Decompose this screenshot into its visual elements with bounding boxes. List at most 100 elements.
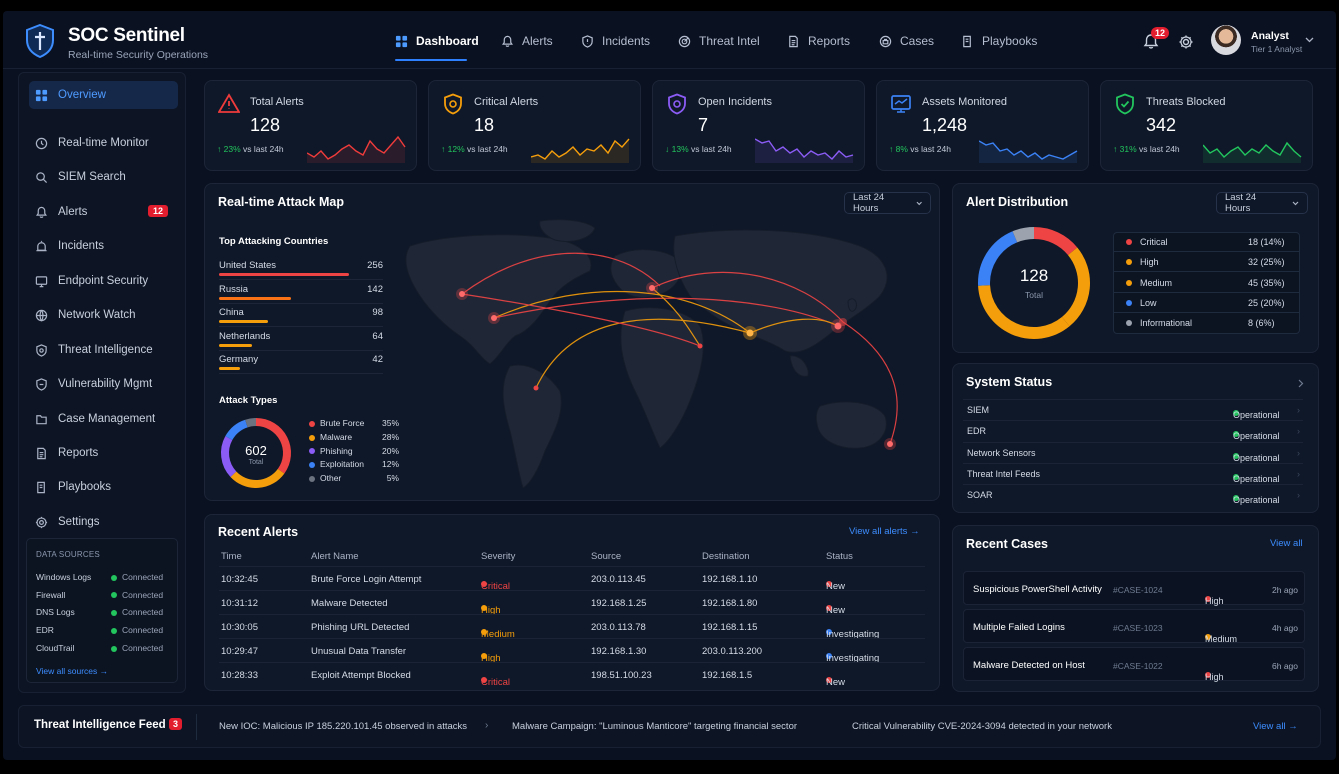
- severity-text: Critical: [481, 677, 511, 688]
- column-header[interactable]: Status: [826, 551, 853, 562]
- alert-distribution-slice-medium: [978, 284, 1070, 339]
- column-header[interactable]: Time: [221, 551, 242, 562]
- arrow-right-icon: →: [1288, 721, 1298, 732]
- system-status-row[interactable]: SIEM Operational ›: [963, 399, 1303, 420]
- nav-label: Reports: [808, 34, 851, 48]
- status-dot: [826, 653, 832, 659]
- sidebar-item-playbooks[interactable]: Playbooks: [29, 473, 178, 501]
- view-all-cases-link[interactable]: View all: [1270, 538, 1303, 549]
- country-row[interactable]: Germany 42: [219, 354, 383, 375]
- status-dot: [111, 574, 117, 581]
- column-header[interactable]: Destination: [702, 551, 750, 562]
- alert-time: 10:28:33: [221, 670, 258, 681]
- table-row[interactable]: 10:28:33 Exploit Attempt Blocked Critical 1…: [219, 662, 925, 688]
- attack-map-title: Real-time Attack Map: [218, 195, 344, 209]
- country-row[interactable]: Netherlands 64: [219, 331, 383, 351]
- sidebar-item-settings[interactable]: Settings: [29, 508, 178, 536]
- chevron-right-icon[interactable]: [1298, 379, 1304, 388]
- kpi-label: Assets Monitored: [922, 96, 1007, 108]
- attack-types-total: 602: [245, 443, 267, 458]
- sidebar-item-case-management[interactable]: Case Management: [29, 405, 178, 433]
- alert-source: 203.0.113.78: [591, 622, 646, 633]
- sidebar-item-network-watch[interactable]: Network Watch: [29, 301, 178, 329]
- severity-dot: [481, 677, 487, 683]
- column-header[interactable]: Severity: [481, 551, 516, 562]
- country-row[interactable]: Russia 142: [219, 284, 383, 304]
- kpi-card-assets-monitored[interactable]: Assets Monitored 1,248 ↑ 8% vs last 24h: [876, 80, 1089, 171]
- legend-dot: [309, 420, 315, 427]
- sidebar-item-label: Playbooks: [58, 481, 112, 493]
- case-row[interactable]: Suspicious PowerShell Activity #CASE-1024…: [963, 571, 1305, 606]
- kpi-change: ↑ 12% vs last 24h: [441, 144, 508, 154]
- sidebar-item-overview[interactable]: Overview: [29, 81, 178, 109]
- network-icon: [35, 309, 48, 322]
- australia-shape: [815, 401, 887, 449]
- siren-icon: [36, 240, 47, 251]
- table-row[interactable]: 10:29:47 Unusual Data Transfer High 192.168…: [219, 638, 925, 664]
- nav-reports[interactable]: Reports: [787, 31, 850, 51]
- africa-shape: [620, 307, 704, 449]
- view-all-alerts-link[interactable]: View all alerts →: [849, 526, 920, 537]
- legend-dot: [1126, 259, 1132, 266]
- attack-map-range-select[interactable]: Last 24 Hours: [844, 192, 931, 214]
- feed-item[interactable]: Critical Vulnerability CVE-2024-3094 det…: [852, 721, 1112, 732]
- nav-cases[interactable]: Cases: [879, 31, 934, 51]
- table-row[interactable]: 10:30:05 Phishing URL Detected Medium 203.0…: [219, 614, 925, 640]
- nav-incidents[interactable]: Incidents: [581, 31, 650, 51]
- settings-gear-icon[interactable]: [1178, 34, 1194, 50]
- row-divider: [219, 349, 383, 351]
- kpi-card-threats-blocked[interactable]: Threats Blocked 342 ↑ 31% vs last 24h: [1100, 80, 1313, 171]
- system-status-row[interactable]: SOAR Operational ›: [963, 484, 1303, 505]
- table-row[interactable]: 10:32:45 Brute Force Login Attempt Critica…: [219, 566, 925, 592]
- system-status-row[interactable]: EDR Operational ›: [963, 420, 1303, 441]
- world-attack-map[interactable]: [390, 216, 935, 498]
- sidebar-item-incidents[interactable]: Incidents: [29, 232, 178, 260]
- kpi-card-open-incidents[interactable]: Open Incidents 7 ↓ 13% vs last 24h: [652, 80, 865, 171]
- nav-threat-intel[interactable]: Threat Intel: [678, 31, 760, 51]
- sidebar-item-endpoint-security[interactable]: Endpoint Security: [29, 267, 178, 295]
- monitor-icon: [890, 93, 912, 118]
- view-all-feed-link[interactable]: View all →: [1253, 721, 1298, 732]
- data-source-name: DNS Logs: [36, 607, 75, 618]
- severity-text: High: [481, 605, 501, 616]
- attack-type-legend-item: Malware 28%: [309, 432, 399, 442]
- user-avatar[interactable]: [1211, 25, 1241, 55]
- sidebar-item-label: Settings: [58, 516, 100, 528]
- column-header[interactable]: Alert Name: [311, 551, 359, 562]
- view-all-sources-link[interactable]: View all sources →: [36, 666, 109, 676]
- attack-type-slice-brute-force: [255, 418, 291, 474]
- case-row[interactable]: Malware Detected on Host #CASE-1022 High 6h…: [963, 647, 1305, 682]
- sidebar-item-vulnerability-mgmt[interactable]: Vulnerability Mgmt: [29, 370, 178, 398]
- kpi-card-critical-alerts[interactable]: Critical Alerts 18 ↑ 12% vs last 24h: [428, 80, 641, 171]
- feed-item[interactable]: Malware Campaign: "Luminous Manticore" t…: [512, 721, 798, 732]
- chevron-down-icon: [1292, 201, 1299, 205]
- country-row[interactable]: China 98: [219, 307, 383, 328]
- sidebar-item-alerts[interactable]: Alerts 12: [29, 198, 178, 226]
- nav-playbooks[interactable]: Playbooks: [961, 31, 1037, 51]
- system-status-panel: System Status SIEM Operational › EDR Operati…: [952, 363, 1319, 513]
- kpi-value: 128: [250, 115, 281, 135]
- alert-distribution-range-select[interactable]: Last 24 Hours: [1216, 192, 1308, 214]
- sidebar-item-siem-search[interactable]: SIEM Search: [29, 163, 178, 191]
- feed-item[interactable]: New IOC: Malicious IP 185.220.101.45 obs…: [219, 721, 468, 732]
- chevron-down-icon[interactable]: [1305, 37, 1314, 43]
- table-row[interactable]: 10:31:12 Malware Detected High 192.168.1.25…: [219, 590, 925, 616]
- column-header[interactable]: Source: [591, 551, 622, 562]
- system-status-row[interactable]: Network Sensors Operational ›: [963, 441, 1303, 463]
- kpi-label: Open Incidents: [698, 96, 772, 108]
- country-row[interactable]: United States 256: [219, 260, 383, 280]
- nav-dashboard[interactable]: Dashboard: [395, 31, 479, 51]
- sidebar-item-threat-intelligence[interactable]: Threat Intelligence: [29, 336, 178, 364]
- recent-cases-title: Recent Cases: [966, 537, 1048, 551]
- attack-type-legend-item: Other 5%: [309, 473, 399, 483]
- severity-name: Critical: [1140, 237, 1168, 247]
- sidebar-item-real-time-monitor[interactable]: Real-time Monitor: [29, 129, 178, 157]
- system-status-row[interactable]: Threat Intel Feeds Operational ›: [963, 462, 1303, 484]
- notifications-button[interactable]: 12: [1143, 27, 1170, 53]
- case-row[interactable]: Multiple Failed Logins #CASE-1023 Medium 4h…: [963, 609, 1305, 644]
- sidebar-item-reports[interactable]: Reports: [29, 439, 178, 467]
- status-dot: [1233, 473, 1239, 480]
- priority-text: Medium: [1205, 634, 1238, 644]
- kpi-card-total-alerts[interactable]: Total Alerts 128 ↑ 23% vs last 24h: [204, 80, 417, 171]
- nav-alerts[interactable]: Alerts: [501, 31, 553, 51]
